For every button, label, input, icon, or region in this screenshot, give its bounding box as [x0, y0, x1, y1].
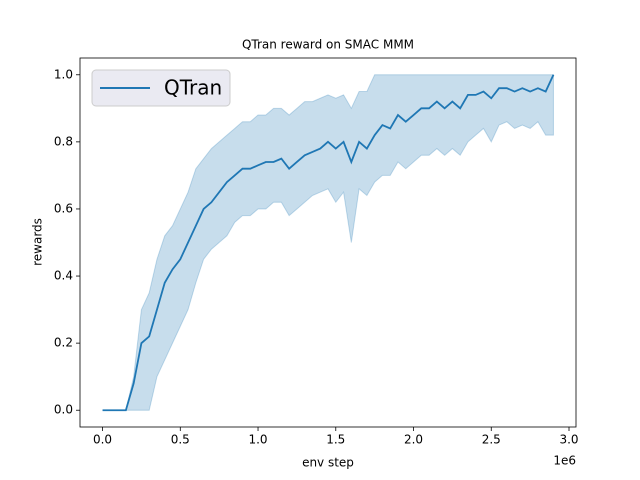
legend-label: QTran	[164, 76, 222, 100]
y-tick-label: 0.0	[54, 403, 73, 417]
y-tick-label: 0.4	[54, 269, 73, 283]
x-axis-label: env step	[302, 456, 354, 470]
x-tick-label: 0.0	[93, 433, 112, 447]
y-tick-label: 0.8	[54, 134, 73, 148]
y-tick-label: 0.6	[54, 201, 73, 215]
x-tick-label: 1.0	[248, 433, 267, 447]
y-axis-label: rewards	[31, 218, 45, 266]
line	[102, 74, 555, 412]
plot-frame	[79, 57, 577, 428]
y-tick-label: 0.2	[54, 336, 73, 350]
x-tick-label: 0.5	[171, 433, 190, 447]
confidence-band	[102, 74, 554, 411]
x-tick-label: 2.0	[404, 433, 423, 447]
x-tick-label: 2.5	[482, 433, 501, 447]
legend-box	[91, 69, 231, 107]
x-tick-label: 1.5	[326, 433, 345, 447]
y-tick-label: 1.0	[54, 67, 73, 81]
chart-title: QTran reward on SMAC MMM	[242, 38, 414, 52]
x-tick-label: 3.0	[559, 433, 578, 447]
x-offset-label: 1e6	[553, 454, 576, 468]
